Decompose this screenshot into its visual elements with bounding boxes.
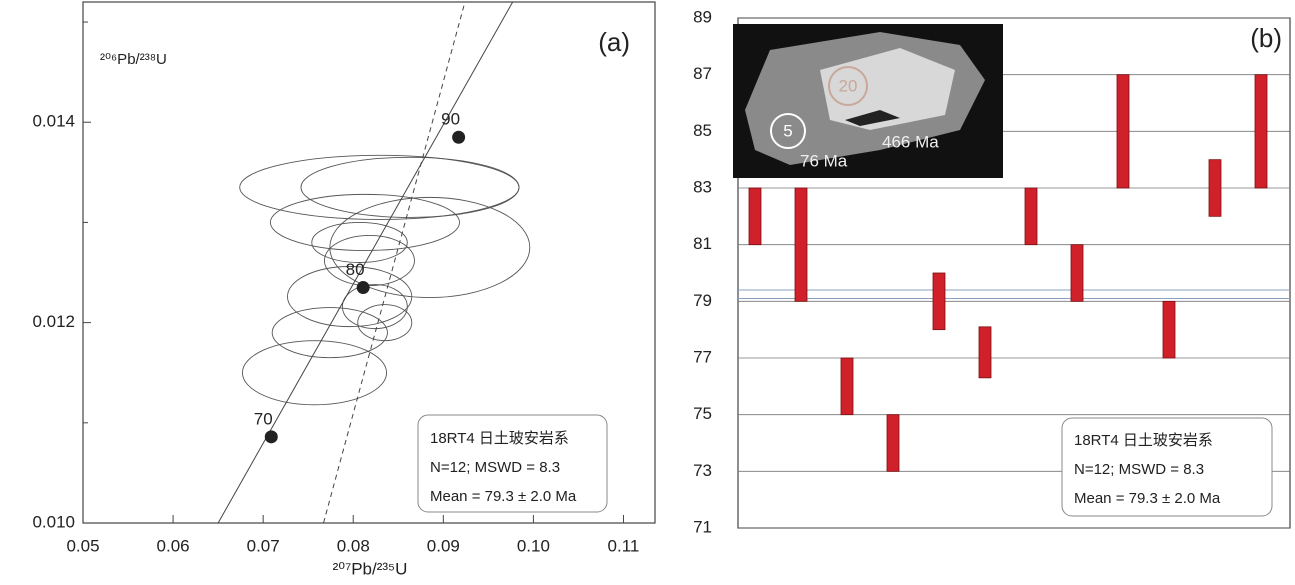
panel-label: (a) <box>598 27 630 57</box>
age-label: 466 Ma <box>882 132 939 151</box>
y-tick-label: 89 <box>693 7 712 26</box>
x-tick-label: 0.05 <box>66 536 99 555</box>
range-bar <box>749 188 761 245</box>
y-tick-label: 0.014 <box>32 112 75 131</box>
figure: (a) (b) ²⁰⁶Pb/²³⁸U ²⁰⁷Pb/²³⁵U 71 73 75 77 79… <box>0 0 1295 580</box>
y-tick-label: 0.010 <box>32 512 75 531</box>
age-point <box>452 131 465 144</box>
y-tick-label: 81 <box>693 234 712 253</box>
age-label: 80 <box>346 260 365 279</box>
legend-text: N=12; MSWD = 8.3 <box>1074 461 1204 478</box>
y-tick-label: 0.012 <box>32 312 75 331</box>
y-tick-label: 87 <box>693 64 712 83</box>
y-tick-label: 75 <box>693 404 712 423</box>
y-axis-label: ²⁰⁶Pb/²³⁸U <box>100 51 167 68</box>
range-bar <box>1071 245 1083 302</box>
range-bar <box>1025 188 1037 245</box>
range-bar <box>979 327 991 378</box>
y-tick-label: 71 <box>693 517 712 536</box>
range-bar <box>841 358 853 415</box>
x-tick-label: 0.07 <box>247 536 280 555</box>
range-bar <box>933 273 945 330</box>
error-ellipse <box>240 155 519 219</box>
error-ellipse <box>242 341 386 405</box>
x-tick-label: 0.08 <box>337 536 370 555</box>
legend-text: 18RT4 日土玻安岩系 <box>430 430 569 447</box>
y-tick-label: 77 <box>693 347 712 366</box>
age-point <box>357 281 370 294</box>
x-tick-label: 0.06 <box>157 536 190 555</box>
error-ellipse <box>301 157 519 217</box>
spot-label: 20 <box>839 76 858 95</box>
y-tick-label: 73 <box>693 461 712 480</box>
legend-text: Mean = 79.3 ± 2.0 Ma <box>1074 490 1221 507</box>
x-tick-label: 0.10 <box>517 536 550 555</box>
spot-label: 5 <box>783 121 792 140</box>
error-ellipse <box>312 222 407 262</box>
age-point <box>265 430 278 443</box>
age-label: 70 <box>254 409 273 428</box>
range-bar <box>1255 75 1267 188</box>
y-tick-label: 85 <box>693 121 712 140</box>
error-ellipse <box>358 305 412 341</box>
inset-image: 20 5 76 Ma 466 Ma <box>733 24 1003 178</box>
range-bar <box>1163 301 1175 358</box>
x-tick-label: 0.11 <box>608 536 640 555</box>
error-ellipse <box>272 308 387 358</box>
legend-text: 18RT4 日土玻安岩系 <box>1074 432 1213 449</box>
legend-text: Mean = 79.3 ± 2.0 Ma <box>430 488 577 505</box>
age-label: 90 <box>441 110 460 129</box>
legend-text: N=12; MSWD = 8.3 <box>430 459 560 476</box>
x-tick-label: 0.09 <box>427 536 460 555</box>
age-label: 76 Ma <box>800 151 848 170</box>
range-bar <box>795 188 807 301</box>
range-bar <box>1209 160 1221 217</box>
y-tick-label: 79 <box>693 291 712 310</box>
y-tick-label: 83 <box>693 177 712 196</box>
x-axis-label: ²⁰⁷Pb/²³⁵U <box>333 559 408 578</box>
range-bar <box>887 415 899 472</box>
panel-label: (b) <box>1250 23 1282 53</box>
range-bar <box>1117 75 1129 188</box>
